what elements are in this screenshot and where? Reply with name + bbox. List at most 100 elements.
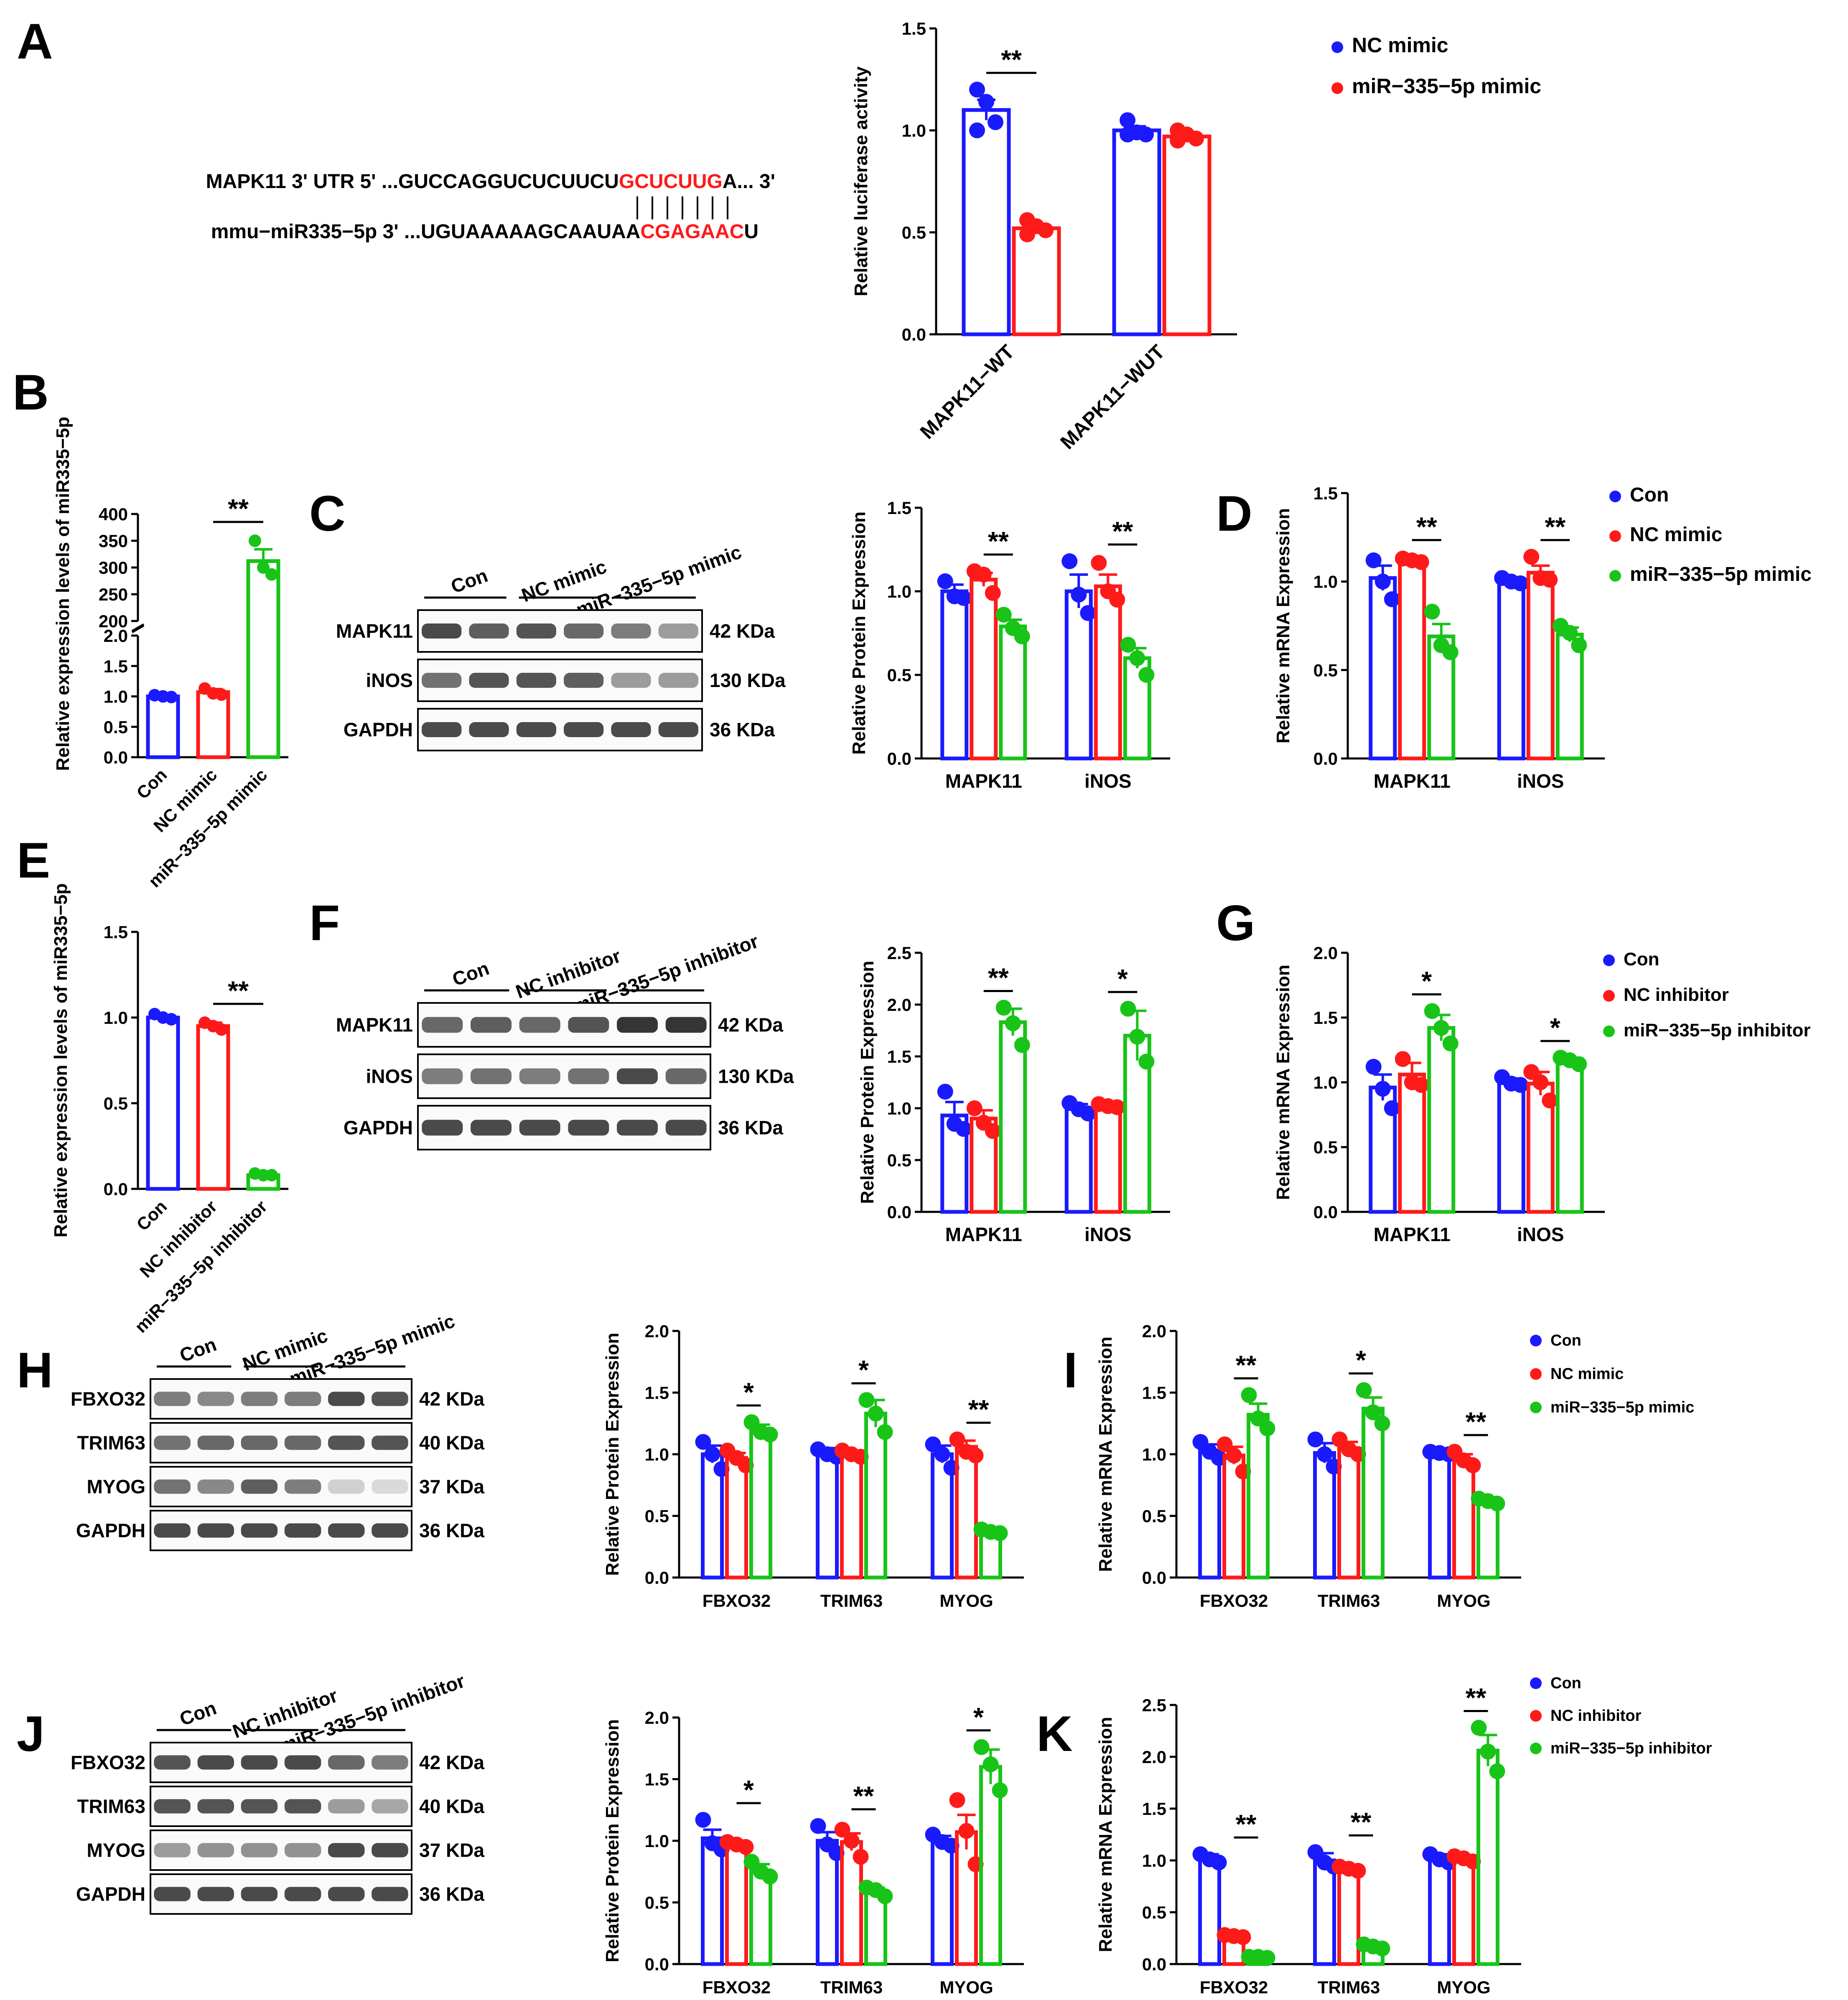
data-point <box>695 1812 711 1828</box>
data-point <box>1038 222 1054 239</box>
significance-star: ** <box>1351 1807 1372 1837</box>
blot-size-label: 42 KDa <box>419 1752 484 1774</box>
y-tick-label: 0.0 <box>1313 749 1338 768</box>
significance-star: ** <box>1112 516 1133 546</box>
y-tick-label: 2.0 <box>645 1708 669 1728</box>
chart-H: 0.0 0.5 1.0 1.5 2.0 Relative Protein Expressi… <box>602 1321 1024 1611</box>
x-tick-label: MAPK11 <box>945 1224 1022 1245</box>
blot-protein-label: GAPDH <box>344 719 413 740</box>
bar-B <box>196 690 230 759</box>
protein-band <box>658 722 698 737</box>
x-tick-label: FBXO32 <box>1200 1591 1268 1611</box>
blot-protein-label: GAPDH <box>344 1117 413 1139</box>
chart-F: 0.0 0.5 1.0 1.5 2.0 2.5 Relative Protein Expre… <box>857 943 1170 1245</box>
protein-band <box>241 1523 278 1538</box>
x-tick-label: iNOS <box>1084 770 1131 792</box>
protein-band <box>241 1799 278 1814</box>
significance-star: * <box>1117 964 1128 994</box>
data-point <box>1109 592 1125 608</box>
bar-C <box>1094 584 1122 761</box>
bar-B <box>246 559 280 759</box>
data-point <box>265 568 278 581</box>
bar-H <box>955 1445 978 1580</box>
legend-label: miR−335−5p mimic <box>1550 1399 1694 1416</box>
data-point <box>215 688 228 701</box>
protein-band <box>284 1523 321 1538</box>
protein-band <box>372 1479 408 1494</box>
protein-band <box>617 1120 658 1136</box>
x-tick-label: TRIM63 <box>1318 1977 1380 1997</box>
data-point <box>1091 555 1107 571</box>
significance-star: ** <box>988 962 1009 992</box>
seq-utr-post: A... 3' <box>723 170 775 193</box>
panel-letter-C: C <box>309 486 346 542</box>
significance-star: ** <box>988 526 1009 556</box>
protein-band <box>516 722 556 737</box>
protein-band <box>617 1017 658 1033</box>
bar-C <box>970 578 998 761</box>
data-point <box>762 1426 778 1443</box>
y-tick-label: 350 <box>99 531 128 551</box>
legend-marker <box>1609 491 1621 502</box>
blot-protein-label: MYOG <box>87 1476 145 1498</box>
data-point <box>969 122 985 138</box>
protein-band <box>471 1120 512 1136</box>
chart-D: 0.0 0.5 1.0 1.5 Relative mRNA Expression ** MA… <box>1273 483 1812 792</box>
blot-protein-label: TRIM63 <box>77 1796 145 1817</box>
bar-C <box>940 589 969 761</box>
significance-star: * <box>858 1355 869 1385</box>
protein-band <box>469 722 509 737</box>
y-tick-label: 1.5 <box>645 1770 669 1789</box>
data-point <box>1350 1863 1366 1879</box>
data-point <box>975 567 992 583</box>
y-tick-label: 0.0 <box>104 748 128 767</box>
bar-J <box>955 1830 978 1966</box>
data-point <box>1471 1720 1487 1736</box>
bar-G <box>1555 1059 1584 1214</box>
significance-star: ** <box>968 1394 989 1425</box>
y-tick-label: 0.0 <box>645 1568 669 1588</box>
blot-strip <box>417 609 703 653</box>
protein-band <box>241 1392 278 1406</box>
blot-strip <box>150 1378 412 1420</box>
protein-band <box>519 1120 560 1136</box>
x-tick-label: MAPK11−WUT <box>1056 341 1169 453</box>
significance-star: ** <box>1001 44 1022 74</box>
y-tick-label: 1.5 <box>887 1047 911 1066</box>
blot-strip <box>417 1002 711 1048</box>
blot-protein-label: FBXO32 <box>71 1752 145 1774</box>
protein-band <box>241 1887 278 1901</box>
data-point <box>1532 1074 1549 1090</box>
y-tick-label: 0.5 <box>104 1094 128 1113</box>
data-point <box>843 1833 860 1849</box>
data-point <box>1562 625 1578 641</box>
blot-size-label: 36 KDa <box>718 1117 783 1139</box>
x-tick-label: MYOG <box>939 1591 993 1611</box>
data-point <box>983 1756 999 1773</box>
bar-I <box>1476 1499 1499 1580</box>
protein-band <box>564 623 604 639</box>
data-point <box>1235 1929 1251 1945</box>
data-point <box>1019 226 1035 242</box>
blot-strip <box>150 1873 412 1915</box>
data-point <box>1424 1003 1440 1019</box>
blot-protein-label: MYOG <box>87 1840 145 1861</box>
data-point <box>1571 637 1587 654</box>
data-point <box>955 1121 972 1137</box>
protein-band <box>284 1392 321 1406</box>
data-point <box>937 573 953 589</box>
y-tick-label: 300 <box>99 558 128 578</box>
protein-band <box>328 1479 365 1494</box>
data-point <box>257 561 270 574</box>
lane-group-label: Con <box>449 957 492 990</box>
blot-strip <box>150 1830 412 1871</box>
protein-band <box>519 1068 560 1084</box>
y-axis-label: Relative expression levels of miR335−5p <box>51 883 71 1237</box>
protein-band <box>241 1755 278 1770</box>
data-point <box>215 1023 228 1036</box>
blot-size-label: 130 KDa <box>718 1066 794 1087</box>
legend-marker <box>1530 1710 1542 1722</box>
blot-strip <box>150 1742 412 1783</box>
data-point <box>810 1818 826 1834</box>
